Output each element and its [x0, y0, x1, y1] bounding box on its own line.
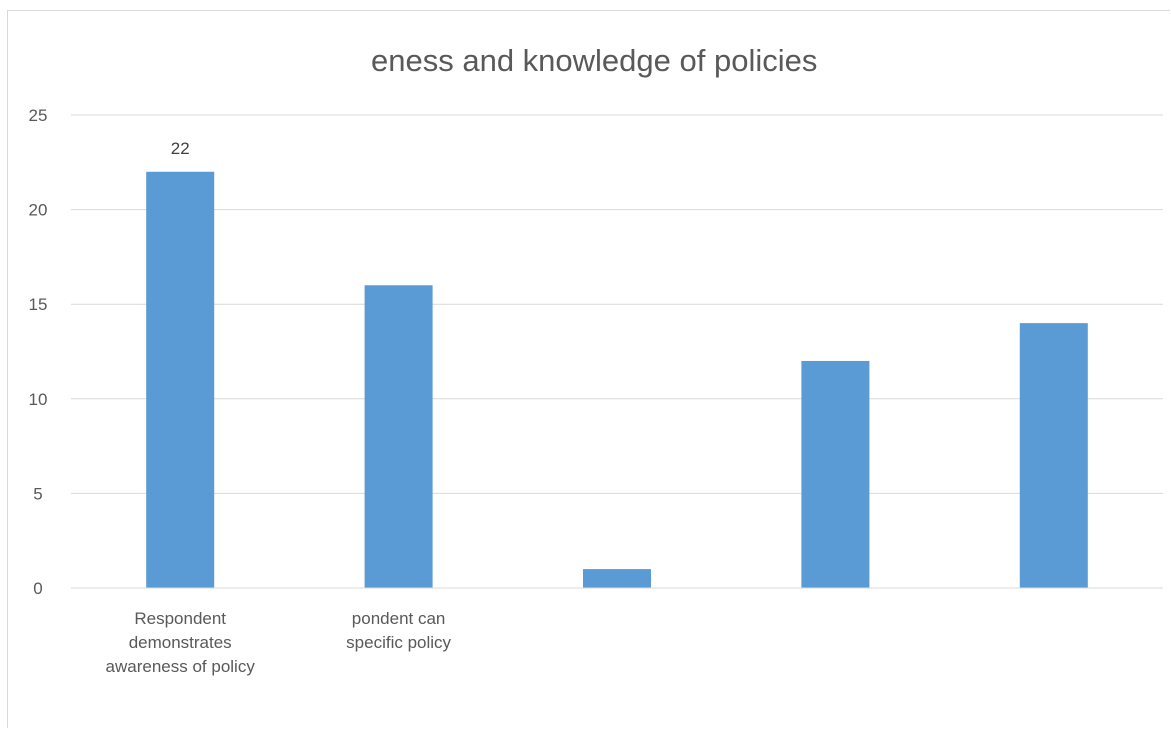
y-tick-label: 0 — [33, 579, 42, 598]
data-label-1: 22 — [171, 139, 190, 158]
chart-frame: 0 5 10 15 20 25 Respondent demonstrates awarene… — [7, 10, 1170, 728]
category-label: Respondent — [134, 609, 226, 628]
y-tick-label: 10 — [29, 390, 48, 409]
bar-4 — [801, 360, 870, 588]
chart-title: eness and knowledge of policies — [371, 43, 817, 78]
category-labels: Respondent demonstrates awareness of polic… — [106, 609, 452, 676]
category-label: pondent can — [352, 609, 446, 628]
y-axis-tick-labels: 0 5 10 15 20 25 — [29, 106, 48, 598]
y-tick-label: 20 — [29, 201, 48, 220]
bar-2 — [364, 285, 433, 588]
bar-1 — [146, 171, 215, 588]
data-labels: 22 — [171, 139, 190, 158]
bar-5 — [1019, 323, 1088, 588]
category-label: demonstrates — [129, 633, 232, 652]
bars — [146, 171, 1088, 588]
category-label: awareness of policy — [106, 657, 256, 676]
y-tick-label: 15 — [29, 295, 48, 314]
category-label: specific policy — [346, 633, 451, 652]
y-tick-label: 5 — [33, 484, 42, 503]
bar-3 — [583, 569, 651, 588]
gridlines — [71, 114, 1163, 494]
bar-chart: 0 5 10 15 20 25 Respondent demonstrates awarene… — [29, 43, 1163, 676]
y-tick-label: 25 — [29, 106, 48, 125]
